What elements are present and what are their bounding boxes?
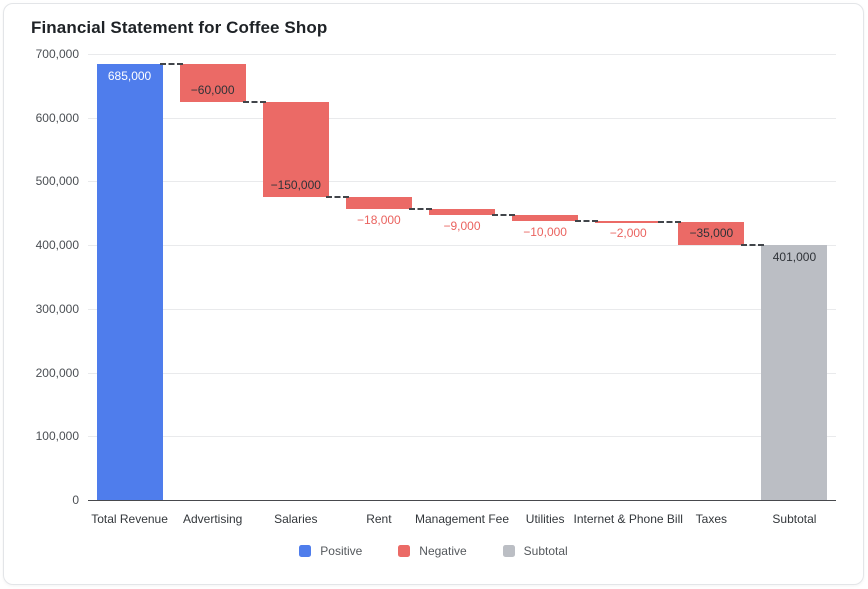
y-tick-label: 100,000: [35, 429, 79, 444]
y-tick-label: 300,000: [35, 301, 79, 316]
x-label-salaries: Salaries: [274, 512, 318, 526]
legend-swatch-negative: [398, 545, 411, 557]
gridline: [88, 117, 836, 119]
x-label-total-revenue: Total Revenue: [91, 512, 168, 526]
bar-taxes[interactable]: [678, 222, 745, 245]
x-label-rent: Rent: [366, 512, 392, 526]
gridline: [88, 372, 836, 374]
connector-line: [492, 213, 516, 216]
y-tick-label: 500,000: [35, 174, 79, 189]
x-label-internet-phone-bill: Internet & Phone Bill: [573, 512, 683, 526]
y-tick-label: 200,000: [35, 365, 79, 380]
bar-value-label: −18,000: [357, 212, 401, 227]
legend-item-label: Subtotal: [523, 544, 568, 558]
bar-value-label: −150,000: [270, 178, 321, 193]
bar-value-label: −60,000: [190, 82, 235, 97]
bar-internet-phone-bill[interactable]: [595, 220, 662, 223]
bar-value-label: −35,000: [689, 225, 734, 240]
gridline: [88, 54, 836, 55]
chart-title: Financial Statement for Coffee Shop: [31, 18, 328, 37]
legend-item-label: Negative: [419, 544, 467, 558]
connector-line: [741, 243, 765, 246]
gridline: [88, 436, 836, 438]
gridline: [88, 181, 836, 183]
connector-line: [242, 100, 266, 103]
x-label-subtotal: Subtotal: [772, 512, 817, 526]
legend-item-subtotal[interactable]: Subtotal: [502, 544, 568, 558]
bar-total-revenue[interactable]: [96, 63, 163, 500]
legend-item-positive[interactable]: Positive: [299, 544, 362, 558]
connector-line: [575, 219, 599, 222]
bar-subtotal[interactable]: [761, 244, 828, 500]
y-tick-label: 0: [72, 493, 79, 507]
x-label-utilities: Utilities: [525, 512, 565, 526]
gridline: [88, 308, 836, 310]
legend-item-negative[interactable]: Negative: [398, 544, 467, 558]
chart-legend: Positive Negative Subtotal: [4, 544, 863, 558]
connector-line: [325, 196, 349, 199]
x-label-taxes: Taxes: [695, 512, 728, 526]
bar-management-fee[interactable]: [429, 208, 495, 215]
y-tick-label: 600,000: [35, 110, 79, 125]
bar-utilities[interactable]: [512, 214, 579, 221]
connector-line: [658, 221, 682, 224]
bar-rent[interactable]: [345, 197, 412, 209]
bar-advertising[interactable]: [179, 63, 246, 102]
legend-swatch-positive: [299, 545, 312, 557]
legend-swatch-subtotal: [502, 545, 515, 557]
y-tick-label: 400,000: [35, 238, 79, 253]
connector-line: [159, 62, 183, 65]
gridline: [88, 245, 836, 247]
y-tick-label: 700,000: [35, 47, 79, 61]
x-label-advertising: Advertising: [182, 512, 243, 526]
bar-value-label: 685,000: [107, 68, 152, 83]
bar-value-label: 401,000: [772, 249, 817, 264]
chart-card: Financial Statement for Coffee Shop 0 100…: [3, 3, 864, 585]
bar-value-label: −2,000: [609, 226, 647, 241]
bar-value-label: −9,000: [443, 218, 481, 233]
bar-value-label: −10,000: [523, 224, 567, 239]
connector-line: [408, 207, 432, 210]
legend-item-label: Positive: [320, 544, 363, 558]
x-label-management-fee: Management Fee: [414, 512, 510, 526]
waterfall-chart: 0 100,000 200,000 300,000 400,000 500,000 600,…: [4, 4, 863, 584]
bar-salaries[interactable]: [262, 101, 329, 198]
x-axis-line: [88, 500, 836, 501]
